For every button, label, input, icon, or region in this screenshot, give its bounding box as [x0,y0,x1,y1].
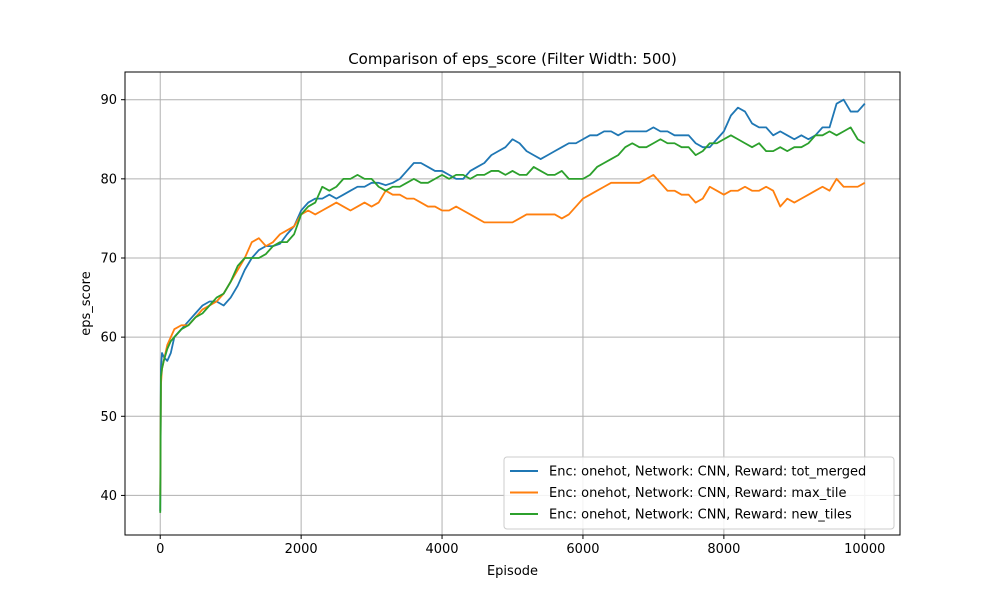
x-axis-label: Episode [487,564,538,579]
y-tick-label: 90 [100,93,117,108]
legend-label: Enc: onehot, Network: CNN, Reward: new_t… [549,508,852,523]
plot-area-frame [124,71,901,536]
y-tick-label: 70 [100,251,117,266]
x-tick-label: 10000 [844,542,885,557]
legend-label: Enc: onehot, Network: CNN, Reward: max_t… [549,486,847,501]
series-line-1 [159,98,866,512]
y-tick-label: 40 [100,489,117,504]
legend-box [503,456,895,530]
x-tick-label: 6000 [566,542,599,557]
x-tick-label: 8000 [707,542,740,557]
legend-label: Enc: onehot, Network: CNN, Reward: tot_m… [549,465,866,480]
y-tick-label: 60 [100,331,117,346]
y-tick-label: 50 [100,410,117,425]
chart-title: Comparison of eps_score (Filter Width: 5… [348,50,677,69]
legend: Enc: onehot, Network: CNN, Reward: tot_m… [503,456,895,530]
x-tick-label: 4000 [425,542,458,557]
x-tick-label: 0 [156,542,164,557]
series-lines [159,98,866,513]
y-axis-ticks: 40 50 60 70 80 90 [100,93,125,504]
x-tick-label: 2000 [285,542,318,557]
series-line-3 [159,126,866,513]
grid-lines [125,72,900,535]
x-axis-ticks: 0 2000 4000 6000 8000 10000 [156,535,885,557]
y-axis-label: eps_score [79,271,94,335]
series-line-2 [159,173,866,496]
y-tick-label: 80 [100,172,117,187]
